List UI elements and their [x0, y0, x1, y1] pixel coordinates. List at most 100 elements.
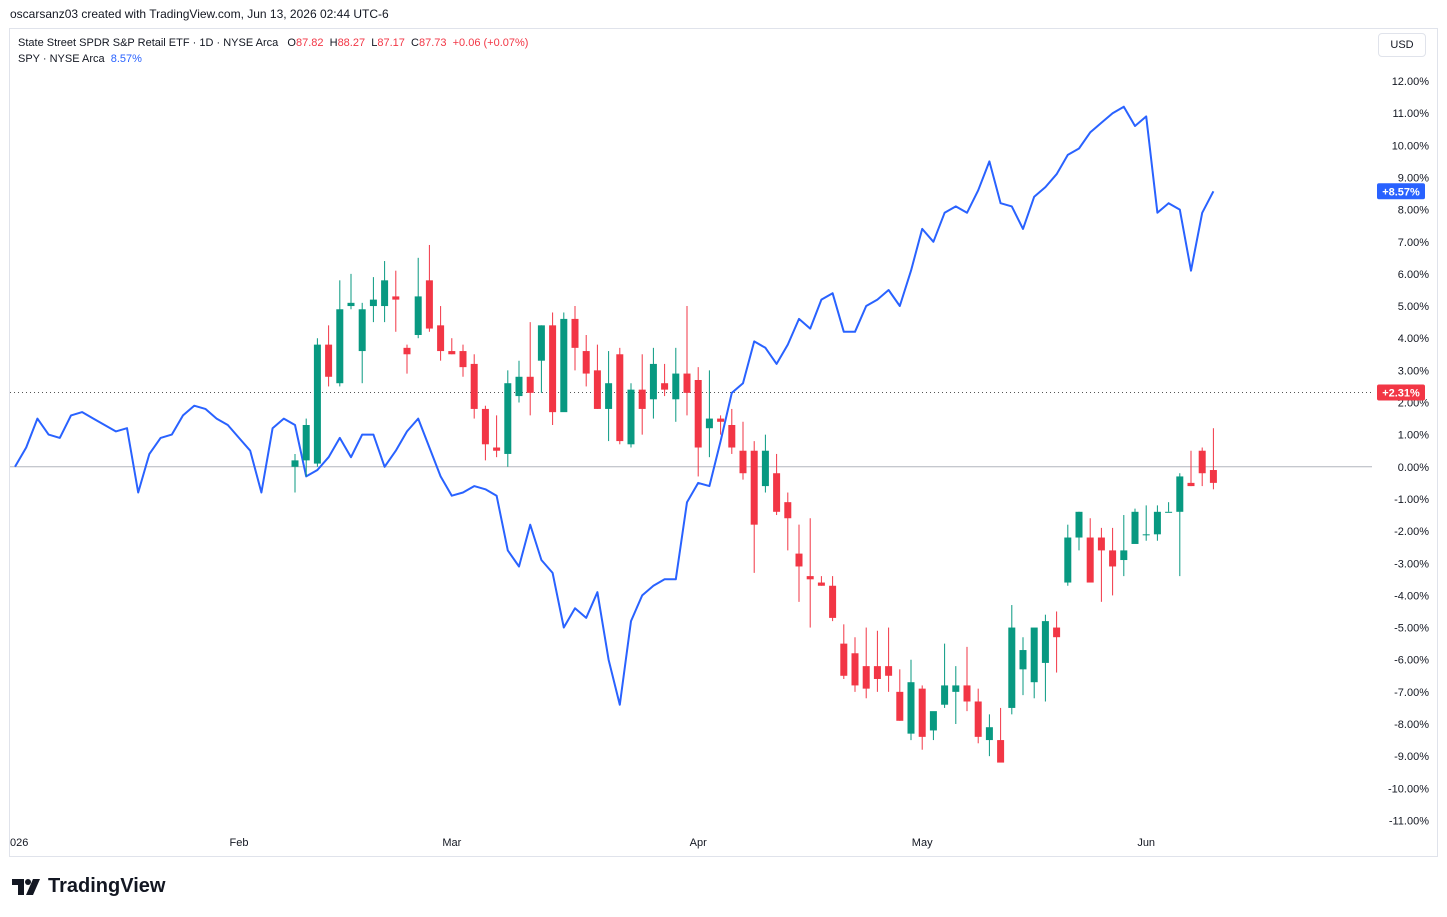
candle-body: [414, 296, 422, 335]
y-tick-label: 9.00%: [1398, 172, 1429, 184]
legend-high-value: 88.27: [337, 37, 366, 49]
y-tick-label: -6.00%: [1394, 655, 1429, 667]
candle-body: [739, 450, 747, 474]
candle: [862, 627, 870, 699]
legend-main-row[interactable]: State Street SPDR S&P Retail ETF · 1D · …: [18, 35, 528, 51]
candle: [381, 261, 389, 323]
candle: [761, 434, 769, 493]
candle: [403, 344, 411, 374]
candle: [907, 659, 915, 741]
candle: [493, 415, 501, 458]
candle: [1109, 527, 1117, 596]
candle: [649, 347, 657, 419]
candle-body: [1075, 511, 1083, 538]
candle: [537, 325, 545, 393]
candle-body: [1165, 511, 1173, 513]
candle: [784, 492, 792, 551]
candle: [593, 344, 601, 409]
candle-body: [627, 389, 635, 445]
candle-body: [974, 701, 982, 737]
candle-body: [347, 302, 355, 307]
badge-label: +8.57%: [1382, 186, 1420, 198]
price-badges: +8.57% +2.31%: [1377, 183, 1425, 401]
candle: [358, 302, 366, 384]
y-axis[interactable]: 12.00% 11.00% 10.00% 9.00% 8.00% 7.00% 6.00% 5.…: [1388, 76, 1429, 827]
y-tick-label: -2.00%: [1394, 526, 1429, 538]
candle: [448, 338, 456, 355]
candle-body: [358, 309, 366, 352]
candle: [425, 244, 433, 332]
candle-body: [728, 425, 736, 448]
candle-body: [1097, 537, 1105, 551]
candle-body: [381, 280, 389, 307]
candle-body: [369, 299, 377, 307]
y-tick-label: -3.00%: [1394, 558, 1429, 570]
y-tick-label: -10.00%: [1388, 783, 1429, 795]
candle-body: [963, 685, 971, 702]
legend-high-label: H: [329, 37, 338, 49]
currency-button[interactable]: USD: [1378, 33, 1426, 57]
candle: [1209, 428, 1217, 490]
candle: [918, 685, 926, 750]
candle: [683, 306, 691, 416]
candle-body: [851, 653, 859, 686]
y-tick-label: 10.00%: [1392, 140, 1430, 152]
chart-legend: State Street SPDR S&P Retail ETF · 1D · …: [18, 35, 528, 67]
candle: [481, 405, 489, 461]
candle: [739, 421, 747, 480]
y-tick-label: 1.00%: [1398, 430, 1429, 442]
candle-body: [302, 425, 310, 461]
candle: [795, 524, 803, 602]
legend-compare-row[interactable]: SPY · NYSE Arca 8.57%: [18, 51, 528, 67]
x-tick-label: 026: [10, 837, 28, 849]
candle-body: [773, 473, 781, 512]
candle: [896, 669, 904, 721]
candle: [705, 370, 713, 458]
candle-body: [1209, 470, 1217, 483]
candle: [437, 306, 445, 361]
y-tick-label: -9.00%: [1394, 751, 1429, 763]
candle: [1120, 515, 1128, 577]
candle-body: [806, 576, 814, 580]
candle: [974, 688, 982, 744]
candle: [1097, 527, 1105, 602]
candle: [851, 637, 859, 692]
tradingview-logo-icon: [12, 878, 40, 895]
candle: [459, 344, 467, 377]
candle-body: [649, 363, 657, 400]
candle: [672, 347, 680, 422]
candle: [571, 306, 579, 371]
candle-body: [1109, 550, 1117, 567]
candle-body: [515, 376, 523, 397]
candle-body: [1142, 534, 1150, 536]
candle: [773, 453, 781, 516]
candle: [1131, 508, 1139, 544]
candle-body: [616, 354, 624, 442]
candle-body: [661, 383, 669, 390]
candle: [369, 277, 377, 323]
candle: [549, 312, 557, 426]
badge-background: [1377, 183, 1425, 200]
candle: [638, 354, 646, 435]
candle: [470, 354, 478, 419]
candle-body: [1153, 511, 1161, 535]
candle-body: [929, 711, 937, 731]
candle-body: [593, 370, 601, 409]
legend-open-value: 87.82: [295, 37, 324, 49]
candle-body: [459, 351, 467, 368]
y-tick-label: -5.00%: [1394, 623, 1429, 635]
candle-body: [537, 325, 545, 361]
legend-low-label: L: [371, 37, 378, 49]
x-tick-label: Jun: [1137, 837, 1155, 849]
candle-body: [672, 373, 680, 400]
candle-body: [1176, 476, 1184, 512]
candle-body: [403, 347, 411, 355]
candle: [1142, 505, 1150, 541]
candle-body: [784, 502, 792, 519]
candle-body: [997, 740, 1005, 763]
badge-label: +2.31%: [1382, 388, 1420, 400]
footer-brand[interactable]: TradingView: [12, 875, 165, 898]
x-axis[interactable]: 026 Feb Mar Apr May Jun: [10, 837, 1155, 849]
candle-body: [1187, 482, 1195, 487]
